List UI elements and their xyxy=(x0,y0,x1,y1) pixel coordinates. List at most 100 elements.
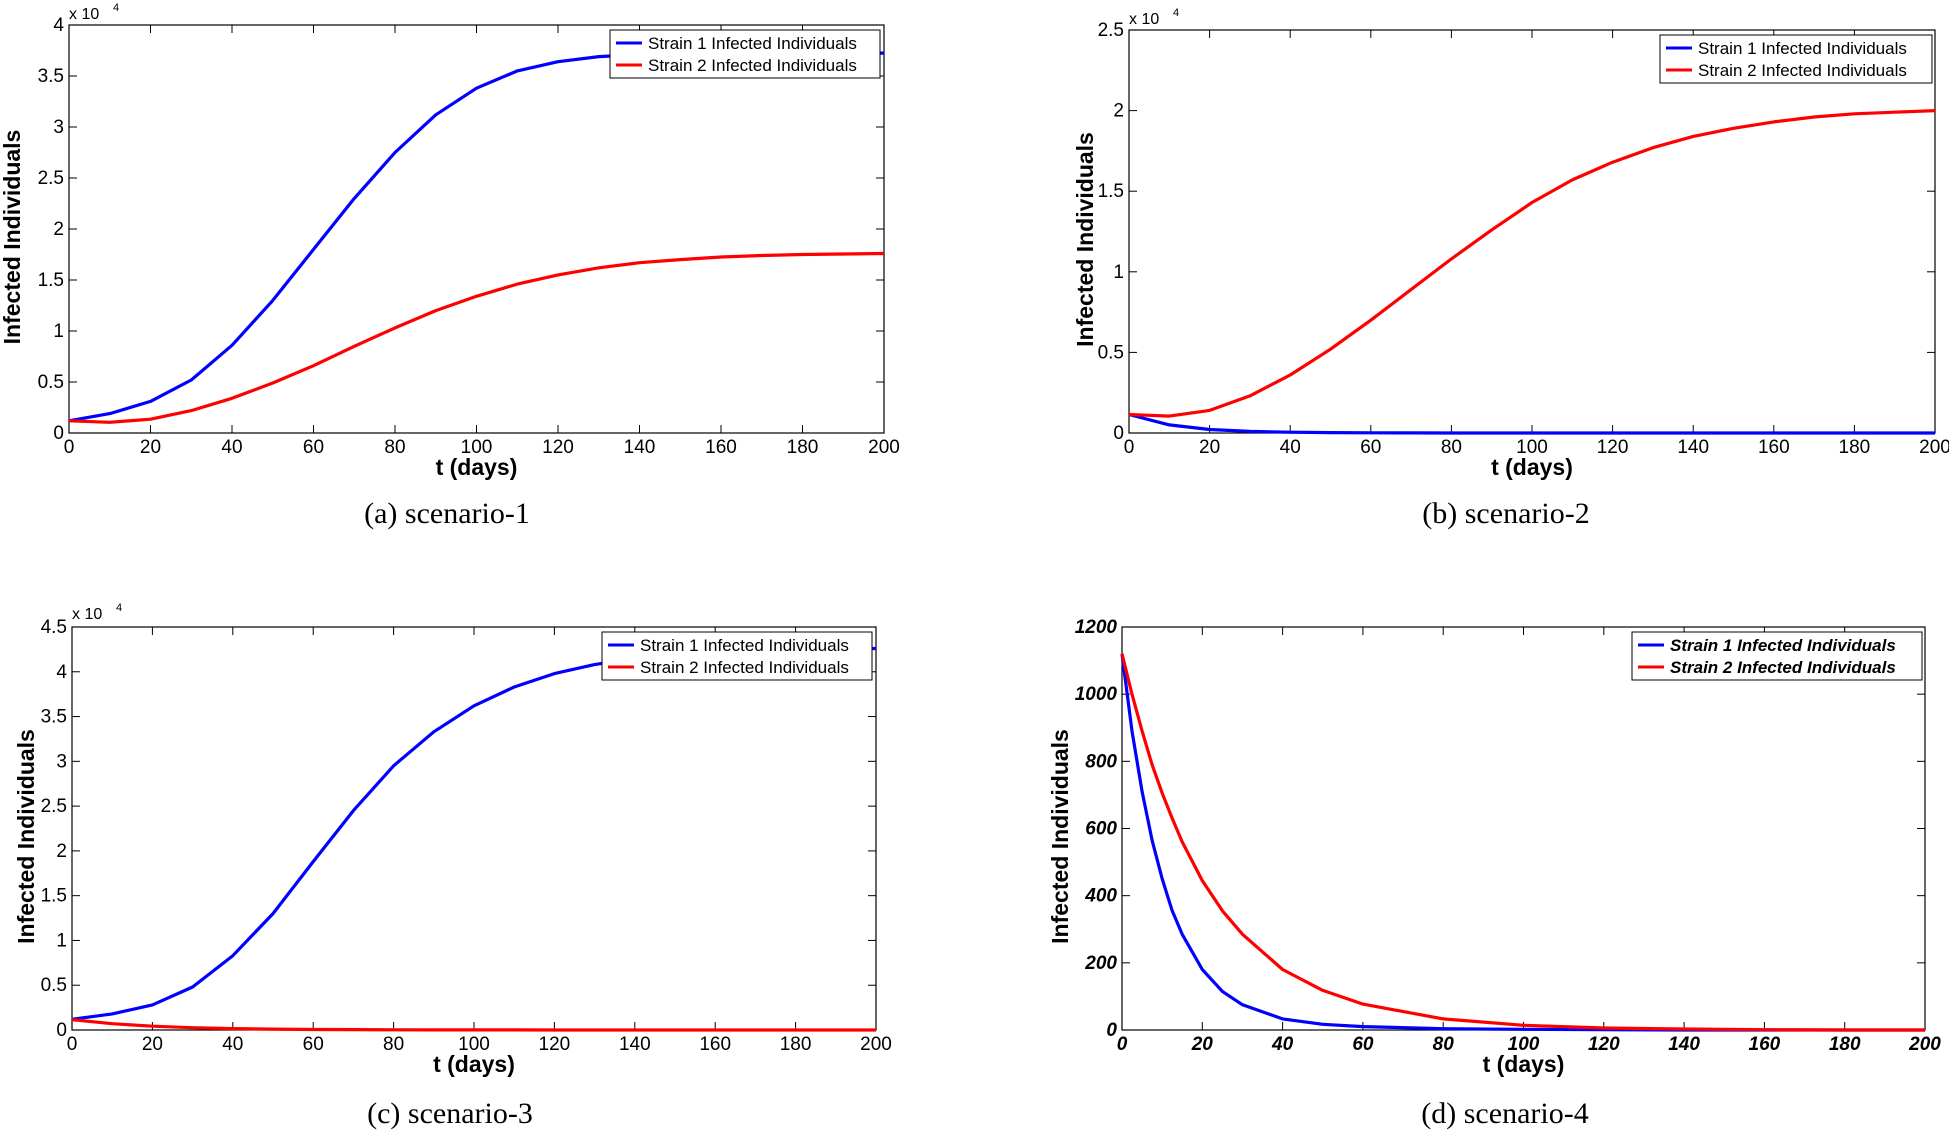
legend-label: Strain 1 Infected Individuals xyxy=(648,34,857,53)
plot-area xyxy=(1128,29,1936,434)
y-tick-label: 1 xyxy=(56,930,67,951)
legend: Strain 1 Infected Individuals Strain 2 In… xyxy=(1631,631,1923,681)
legend-box xyxy=(1631,631,1923,681)
y-tick-label: 2.5 xyxy=(38,168,64,189)
y-tick-label: 400 xyxy=(1084,886,1117,907)
series-line-strain-2 xyxy=(68,251,885,424)
x-axis-label: t (days) xyxy=(1491,454,1573,480)
x-tick-label: 0 xyxy=(1117,1034,1128,1055)
legend-label: Strain 2 Infected Individuals xyxy=(648,56,857,75)
y-multiplier: x 10 xyxy=(72,606,102,623)
legend: Strain 1 Infected Individuals Strain 2 In… xyxy=(609,29,881,79)
x-tick-label: 20 xyxy=(1199,437,1220,458)
x-tick-label: 200 xyxy=(860,1034,892,1055)
series-line-strain-2 xyxy=(71,1018,876,1032)
x-tick-label: 60 xyxy=(1360,437,1381,458)
x-tick-label: 60 xyxy=(303,1034,324,1055)
x-tick-label: 80 xyxy=(1433,1034,1455,1055)
x-axis-label: t (days) xyxy=(433,1051,515,1077)
legend-label: Strain 1 Infected Individuals xyxy=(1670,636,1896,655)
x-tick-label: 100 xyxy=(1508,1034,1540,1055)
x-tick-label: 20 xyxy=(1191,1034,1214,1055)
y-tick-label: 600 xyxy=(1085,819,1117,840)
series-line-strain-2 xyxy=(1128,109,1936,418)
y-tick-label: 200 xyxy=(1084,953,1117,974)
y-tick-label: 0.5 xyxy=(38,372,64,393)
x-tick-label: 80 xyxy=(384,437,405,458)
x-tick-label: 160 xyxy=(1758,437,1790,458)
y-tick-label: 4.5 xyxy=(41,617,67,638)
x-tick-label: 140 xyxy=(1668,1034,1700,1055)
y-tick-label: 0.5 xyxy=(1098,342,1124,363)
chart-panel-4: 0 20 40 60 80 100 120 140 160 180 200 0 200 400 600 800… xyxy=(1047,617,1941,1130)
y-tick-label: 2 xyxy=(1113,101,1124,122)
y-tick-label: 1 xyxy=(53,321,64,342)
chart-panel-3: 0 20 40 60 80 100 120 140 160 180 200 0 0.5 1 1.5 2 2.5 3… xyxy=(13,602,892,1130)
y-tick-label: 3.5 xyxy=(38,66,64,87)
legend-label: Strain 2 Infected Individuals xyxy=(640,658,849,677)
x-tick-label: 120 xyxy=(1597,437,1629,458)
x-tick-label: 200 xyxy=(1908,1034,1941,1055)
y-multiplier-exponent: 4 xyxy=(113,2,119,14)
legend-box xyxy=(1659,34,1933,84)
y-tick-label: 3 xyxy=(56,751,67,772)
chart-panel-2: 0 20 40 60 80 100 120 140 160 180 200 0 0.5 1 1.5 2 2.5 x… xyxy=(1072,7,1949,530)
x-tick-label: 40 xyxy=(221,437,242,458)
caption: (a) scenario-1 xyxy=(364,497,530,530)
y-tick-label: 4 xyxy=(53,15,64,36)
legend-box xyxy=(601,631,873,681)
x-tick-label: 0 xyxy=(1124,437,1135,458)
x-tick-label: 160 xyxy=(1749,1034,1781,1055)
y-axis-label: Infected Individuals xyxy=(1047,729,1073,944)
x-tick-label: 60 xyxy=(1352,1034,1374,1055)
y-tick-label: 0 xyxy=(53,423,64,444)
legend-label: Strain 2 Infected Individuals xyxy=(1698,61,1907,80)
legend-label: Strain 1 Infected Individuals xyxy=(640,636,849,655)
legend: Strain 1 Infected Individuals Strain 2 In… xyxy=(1659,34,1933,84)
y-tick-label: 2 xyxy=(56,841,67,862)
x-tick-label: 20 xyxy=(142,1034,163,1055)
plot-area xyxy=(71,626,877,1031)
y-axis-label: Infected Individuals xyxy=(1072,132,1098,347)
caption: (b) scenario-2 xyxy=(1422,497,1589,530)
legend-label: Strain 1 Infected Individuals xyxy=(1698,39,1907,58)
x-tick-label: 100 xyxy=(461,437,493,458)
y-multiplier: x 10 xyxy=(69,6,99,23)
y-tick-label: 3 xyxy=(53,117,64,138)
caption: (d) scenario-4 xyxy=(1421,1097,1588,1130)
legend: Strain 1 Infected Individuals Strain 2 In… xyxy=(601,631,873,681)
x-tick-label: 80 xyxy=(383,1034,404,1055)
x-axis-label: t (days) xyxy=(1483,1051,1565,1077)
y-tick-label: 0 xyxy=(56,1020,67,1041)
x-tick-label: 180 xyxy=(780,1034,812,1055)
x-tick-label: 140 xyxy=(624,437,656,458)
x-axis-label: t (days) xyxy=(436,454,518,480)
x-tick-label: 0 xyxy=(67,1034,78,1055)
x-tick-label: 120 xyxy=(542,437,574,458)
x-tick-label: 120 xyxy=(539,1034,571,1055)
x-tick-label: 100 xyxy=(1516,437,1548,458)
y-tick-label: 3.5 xyxy=(41,707,67,728)
y-multiplier: x 10 xyxy=(1129,11,1159,28)
y-multiplier-exponent: 4 xyxy=(1173,7,1179,19)
x-tick-label: 180 xyxy=(1829,1034,1861,1055)
y-tick-label: 2 xyxy=(53,219,64,240)
x-tick-label: 180 xyxy=(787,437,819,458)
x-tick-label: 0 xyxy=(64,437,75,458)
chart-panel-1: 0 20 40 60 80 100 120 140 160 180 200 0 0.5 1 1.5 2 2.5 3… xyxy=(0,2,900,530)
x-tick-label: 40 xyxy=(1280,437,1301,458)
y-tick-label: 1000 xyxy=(1075,684,1118,705)
caption: (c) scenario-3 xyxy=(367,1097,533,1130)
legend-label: Strain 2 Infected Individuals xyxy=(1670,658,1896,677)
y-tick-label: 1.5 xyxy=(1098,181,1124,202)
x-tick-label: 100 xyxy=(458,1034,490,1055)
x-tick-label: 140 xyxy=(619,1034,651,1055)
x-tick-label: 160 xyxy=(705,437,737,458)
y-tick-label: 1 xyxy=(1113,262,1124,283)
x-tick-label: 20 xyxy=(140,437,161,458)
y-tick-label: 1.5 xyxy=(38,270,64,291)
x-tick-label: 80 xyxy=(1441,437,1462,458)
x-tick-label: 60 xyxy=(303,437,324,458)
x-tick-label: 180 xyxy=(1839,437,1871,458)
